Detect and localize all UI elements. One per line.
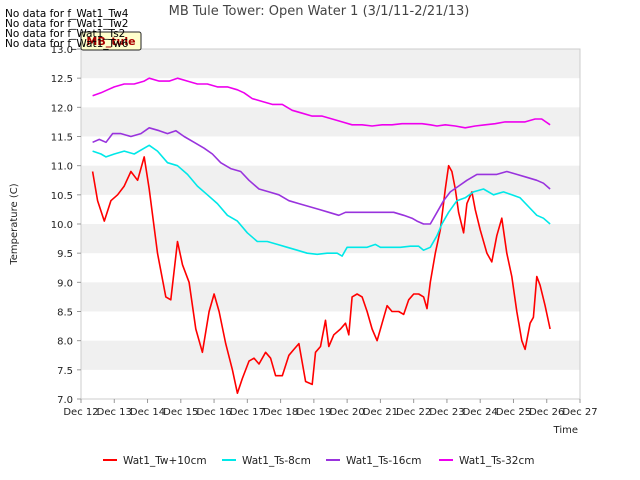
series-line-wat1-ts-32cm (92, 77, 551, 129)
y-axis-label: Temperature (C) (9, 183, 20, 265)
y-tick-label: 8.0 (57, 337, 73, 348)
x-tick-label: Dec 20 (330, 407, 365, 418)
grid-band (81, 340, 580, 370)
y-tick-label: 8.5 (57, 308, 73, 319)
mb-tule-badge: MB_tule (80, 31, 142, 51)
series-line-wat1-tw-10cm (91, 156, 551, 395)
y-tick-label: 10.5 (51, 191, 73, 202)
background-bands (81, 49, 580, 370)
x-tick-label: Dec 18 (263, 407, 298, 418)
x-axis-label: Time (553, 425, 578, 436)
series-line-wat1-ts-8cm (92, 144, 551, 257)
x-tick-label: Dec 14 (130, 407, 165, 418)
y-tick-label: 12.0 (51, 103, 73, 114)
x-tick-label: Dec 16 (196, 407, 231, 418)
x-tick-label: Dec 26 (529, 407, 564, 418)
no-data-message-3: No data for f_Wat1_Ts2 (5, 28, 126, 40)
no-data-message-4: No data for f_Wat1_Tw6 (5, 38, 129, 50)
series-line-wat1-ts-16cm (92, 127, 551, 225)
chart-title: MB Tule Tower: Open Water 1 (3/1/11-2/21… (169, 4, 470, 19)
x-tick-label: Dec 21 (363, 407, 398, 418)
x-tick-label: Dec 24 (463, 407, 498, 418)
legend-label: Wat1_Ts-16cm (346, 455, 422, 467)
y-tick-label: 13.0 (51, 45, 73, 56)
legend-label: Wat1_Ts-8cm (242, 455, 311, 467)
grid-band (81, 49, 580, 79)
x-tick-label: Dec 13 (97, 407, 132, 418)
no-data-message-1: No data for f_Wat1_Tw4 (5, 8, 129, 20)
legend: Wat1_Tw+10cm Wat1_Ts-8cm Wat1_Ts-16cm Wat1_… (103, 455, 535, 467)
series-lines (91, 77, 551, 395)
x-tick-label: Dec 17 (230, 407, 265, 418)
x-tick-label: Dec 27 (562, 407, 597, 418)
y-tick-label: 11.0 (51, 162, 73, 173)
badge-text: MB_tule (86, 35, 135, 48)
x-tick-label: Dec 25 (496, 407, 531, 418)
y-tick-label: 7.5 (57, 366, 73, 377)
y-tick-label: 9.5 (57, 249, 73, 260)
x-tick-label: Dec 12 (63, 407, 98, 418)
y-tick-label: 7.0 (57, 395, 73, 406)
x-tick-label: Dec 15 (163, 407, 198, 418)
y-tick-label: 10.0 (51, 220, 73, 231)
grid-band (81, 282, 580, 312)
grid-band (81, 165, 580, 195)
y-tick-label: 12.5 (51, 74, 73, 85)
y-axis: 7.0 7.5 8.0 8.5 9.0 9.5 10.0 10.5 11.0 11.5 12.0 12… (51, 45, 81, 406)
badge-box (80, 31, 142, 51)
x-tick-label: Dec 23 (429, 407, 464, 418)
no-data-message-2: No data for f_Wat1_Tw2 (5, 18, 129, 30)
y-tick-label: 11.5 (51, 133, 73, 144)
x-tick-label: Dec 19 (296, 407, 331, 418)
legend-label: Wat1_Ts-32cm (459, 455, 535, 467)
x-tick-label: Dec 22 (396, 407, 431, 418)
legend-label: Wat1_Tw+10cm (123, 455, 207, 467)
y-tick-label: 9.0 (57, 278, 73, 289)
